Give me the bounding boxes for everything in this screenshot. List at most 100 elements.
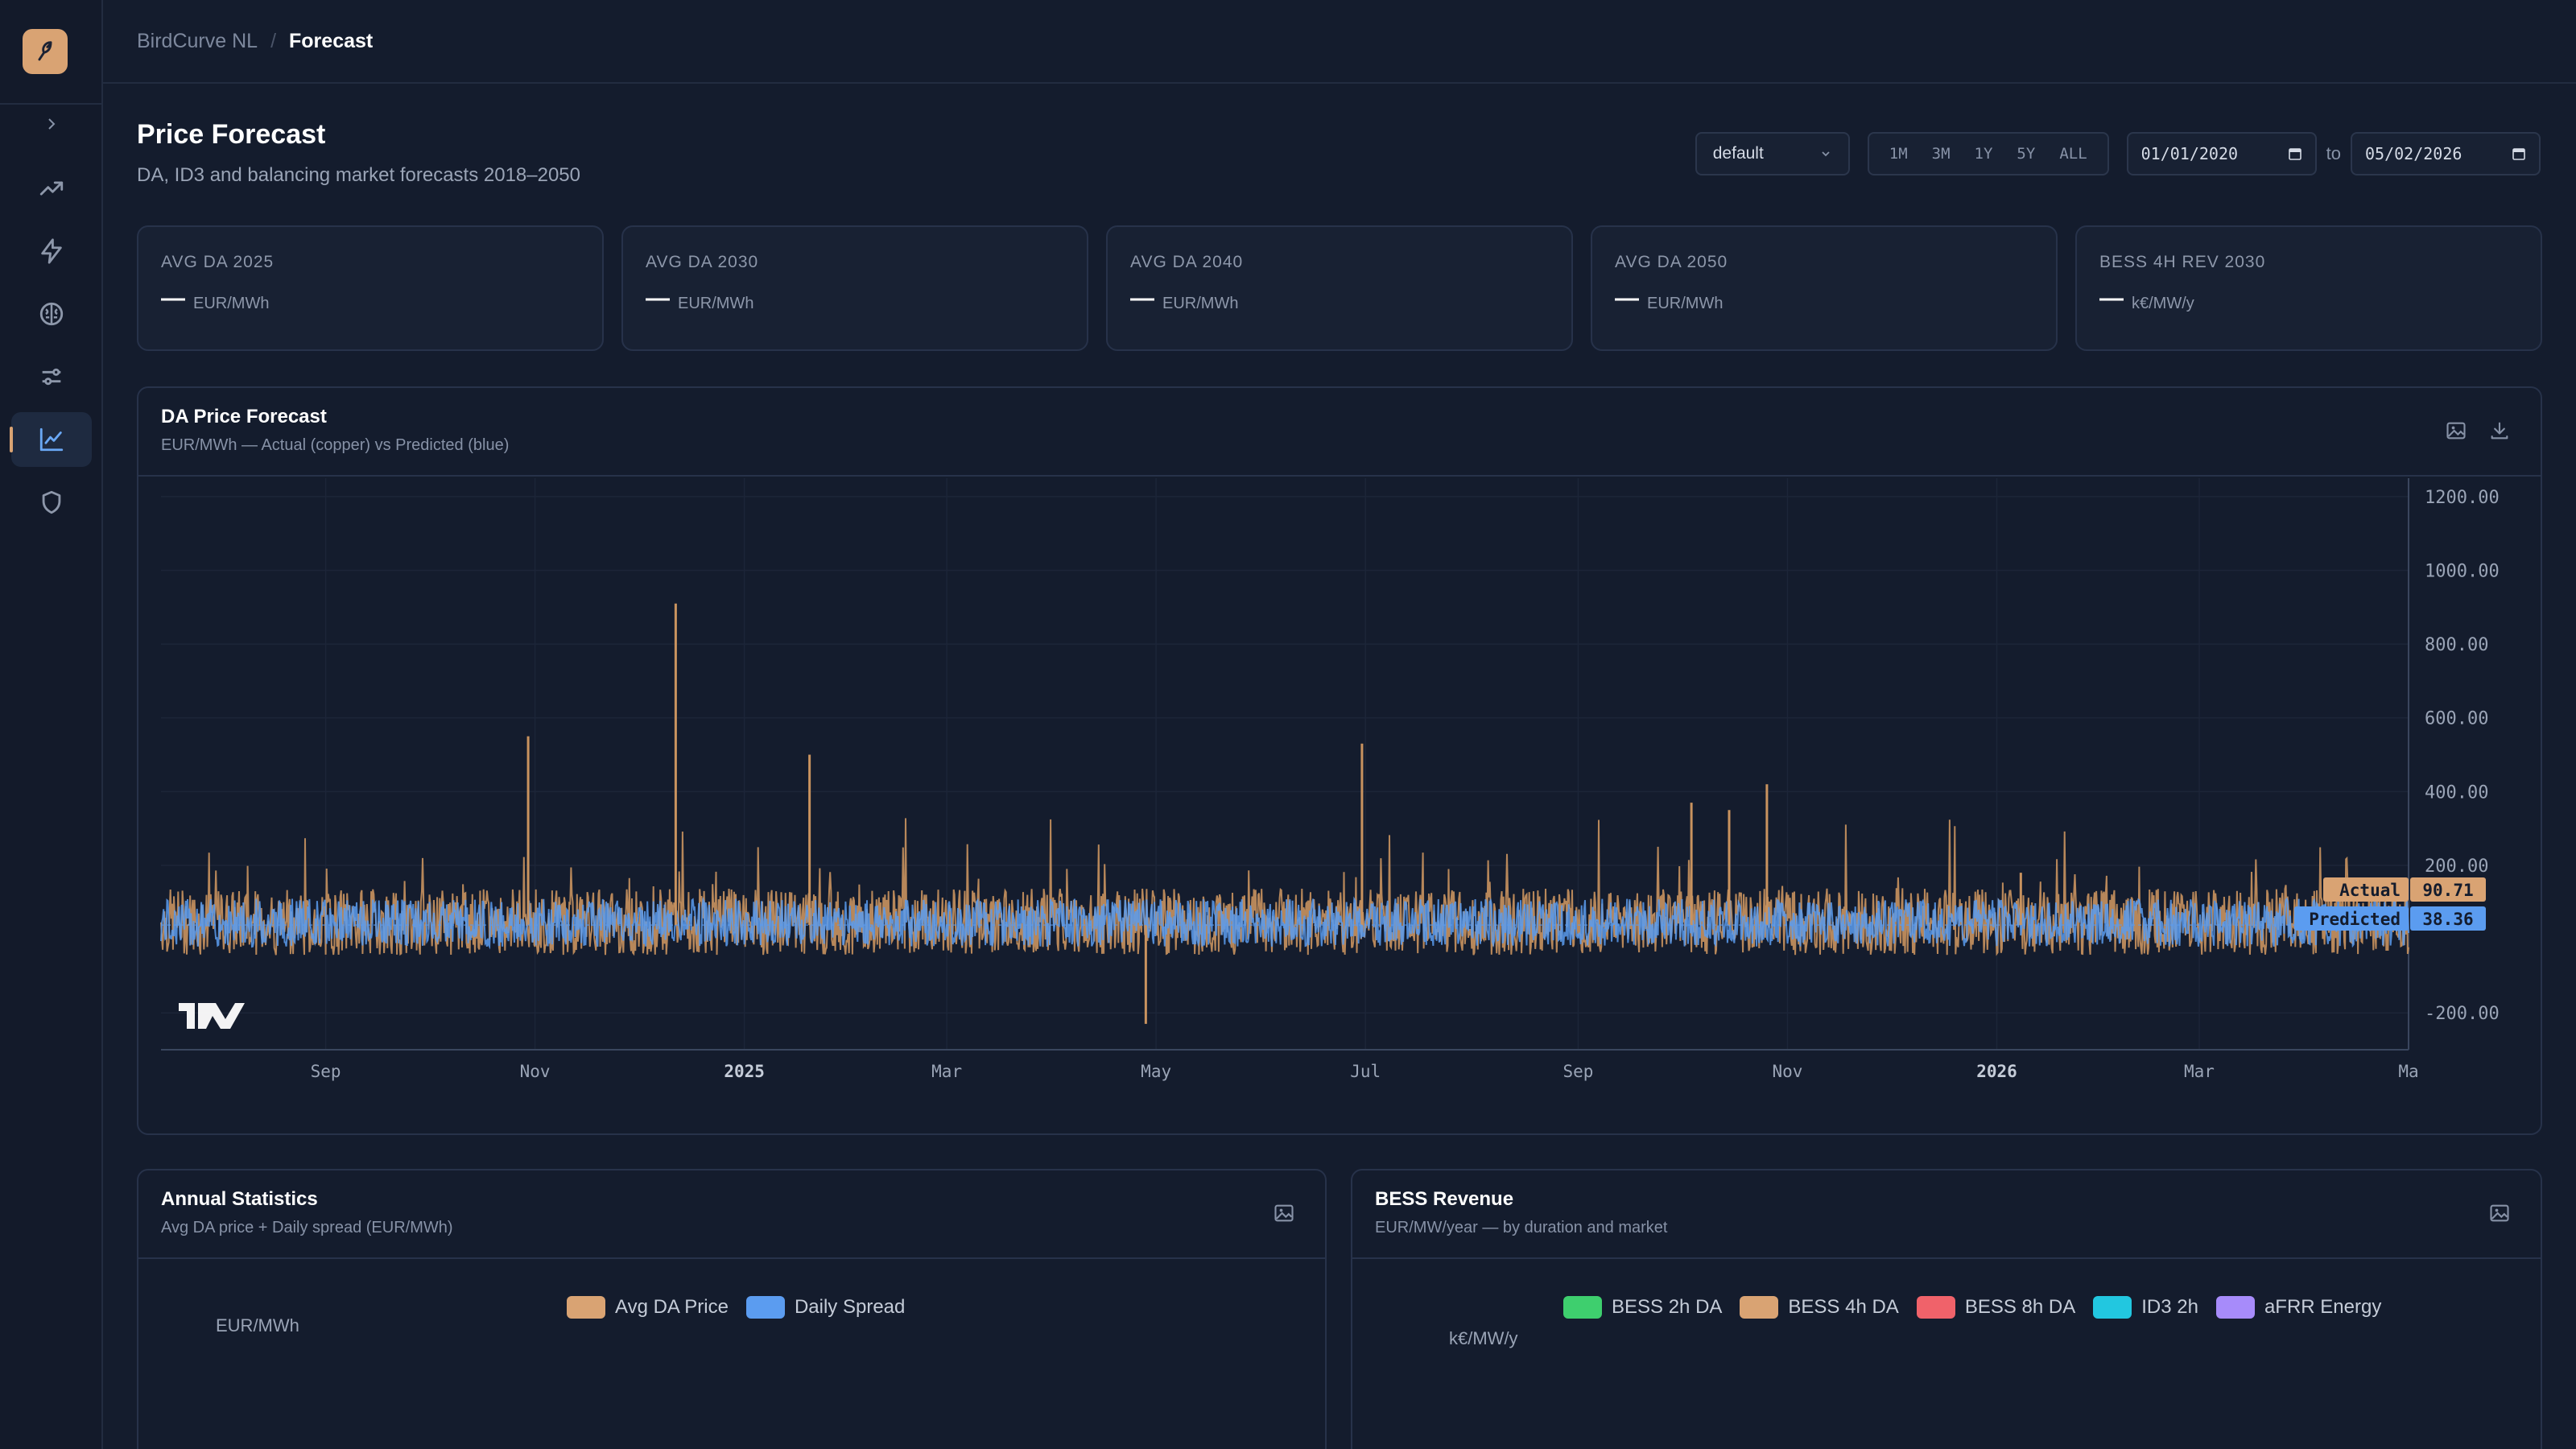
- download-button[interactable]: [2486, 417, 2513, 444]
- y-tick-label: 400.00: [2425, 782, 2488, 803]
- image-icon: [1274, 1204, 1294, 1222]
- download-icon: [2491, 422, 2508, 440]
- nav-forecast[interactable]: [10, 412, 92, 467]
- nav-models[interactable]: [11, 287, 92, 341]
- nav-trends[interactable]: [11, 161, 92, 216]
- price-tag-bg: [2410, 906, 2486, 931]
- x-tick-label: Jul: [1350, 1062, 1381, 1081]
- breadcrumb-separator: /: [270, 29, 277, 52]
- range-all-button[interactable]: ALL: [2059, 145, 2087, 163]
- legend-swatch: [1740, 1296, 1779, 1319]
- legend-item-id3-2h[interactable]: ID3 2h: [2093, 1296, 2198, 1319]
- kpi-card-bess-4h-rev-2030: BESS 4H REV 2030 — k€/MW/y: [2075, 225, 2542, 351]
- kpi-label: AVG DA 2040: [1130, 253, 1244, 271]
- x-tick-label: Sep: [311, 1062, 341, 1081]
- range-5y-button[interactable]: 5Y: [2017, 145, 2036, 163]
- range-1m-button[interactable]: 1M: [1889, 145, 1908, 163]
- calendar-icon[interactable]: [2512, 147, 2526, 161]
- sidebar: [0, 0, 103, 1449]
- y-axis-ticks: 1200.00 1000.00 800.00 600.00 400.00 200.00 -2…: [2425, 488, 2500, 1024]
- panel-header: Annual Statistics Avg DA price + Daily s…: [138, 1170, 1325, 1259]
- y-axis-unit: EUR/MWh: [216, 1315, 299, 1335]
- panel-header: DA Price Forecast EUR/MWh — Actual (copp…: [138, 388, 2541, 477]
- range-3m-button[interactable]: 3M: [1931, 145, 1951, 163]
- export-image-button[interactable]: [2486, 1199, 2513, 1227]
- panel-subtitle: Avg DA price + Daily spread (EUR/MWh): [161, 1219, 453, 1236]
- price-tag-value: 38.36: [2422, 910, 2473, 929]
- export-image-button[interactable]: [2442, 417, 2470, 444]
- nav-security[interactable]: [11, 475, 92, 530]
- page-subtitle: DA, ID3 and balancing market forecasts 2…: [137, 164, 581, 186]
- panel-title: DA Price Forecast: [161, 406, 327, 427]
- Actual-price-tag: Actual 90.71: [2323, 877, 2486, 902]
- y-tick-label: 200.00: [2425, 857, 2488, 877]
- scenario-select[interactable]: default: [1695, 132, 1850, 175]
- bess-revenue-panel: BESS Revenue EUR/MW/year — by duration a…: [1351, 1169, 2542, 1449]
- legend-item-avg-da-price[interactable]: Avg DA Price: [567, 1296, 729, 1319]
- legend-label: Avg DA Price: [615, 1296, 729, 1318]
- nav-settings[interactable]: [11, 349, 92, 404]
- breadcrumb-root[interactable]: BirdCurve NL: [137, 29, 258, 52]
- export-image-button[interactable]: [1270, 1199, 1298, 1227]
- range-1y-button[interactable]: 1Y: [1974, 145, 1993, 163]
- kpi-card-avg-da-2025: AVG DA 2025 — EUR/MWh: [137, 225, 604, 351]
- sliders-icon: [42, 368, 61, 386]
- date-to-input[interactable]: 05/02/2026: [2351, 132, 2541, 175]
- y-tick-label: 1000.00: [2425, 562, 2500, 582]
- legend-item-daily-spread[interactable]: Daily Spread: [745, 1296, 905, 1319]
- kpi-value: —: [2099, 285, 2124, 312]
- x-tick-label: Nov: [1773, 1062, 1803, 1081]
- panel-title: BESS Revenue: [1375, 1188, 1514, 1210]
- legend-item-afrr-energy[interactable]: aFRR Energy: [2215, 1296, 2381, 1319]
- date-from-input[interactable]: 01/01/2020: [2126, 132, 2317, 175]
- y-axis-unit: k€/MW/y: [1449, 1328, 1518, 1348]
- kpi-value: —: [1615, 285, 1639, 312]
- line-chart-icon: [39, 427, 64, 452]
- panel-subtitle: EUR/MW/year — by duration and market: [1375, 1219, 1668, 1236]
- trending-up-icon: [39, 181, 64, 196]
- breadcrumb-current: Forecast: [289, 29, 374, 52]
- chevron-right-icon: [48, 118, 56, 130]
- nav-power[interactable]: [11, 224, 92, 279]
- sidebar-divider: [0, 103, 103, 105]
- calendar-icon[interactable]: [2288, 147, 2302, 161]
- x-tick-label: Mar: [2184, 1062, 2215, 1081]
- chart-series: [160, 603, 2409, 1024]
- legend-swatch: [2215, 1296, 2255, 1319]
- chart-legend: Avg DA Price Daily Spread: [567, 1296, 913, 1319]
- x-tick-label: Mar: [931, 1062, 962, 1081]
- kpi-unit: EUR/MWh: [1162, 295, 1239, 312]
- expand-sidebar-button[interactable]: [39, 111, 64, 137]
- topbar: BirdCurve NL / Forecast: [103, 0, 2576, 84]
- y-tick-label: 600.00: [2425, 709, 2488, 729]
- series-tag-name: Predicted: [2309, 910, 2401, 929]
- image-icon: [2446, 422, 2466, 440]
- legend-label: BESS 8h DA: [1964, 1296, 2076, 1318]
- panel-header: BESS Revenue EUR/MW/year — by duration a…: [1352, 1170, 2541, 1259]
- legend-swatch: [745, 1296, 785, 1319]
- range-selector: 1M 3M 1Y 5Y ALL: [1867, 132, 2109, 175]
- page-title: Price Forecast: [137, 119, 326, 150]
- chart-legend: BESS 2h DA BESS 4h DA BESS 8h DA ID3 2h …: [1563, 1296, 2389, 1319]
- price-tag-value: 90.71: [2422, 881, 2473, 900]
- legend-item-bess-8h-da[interactable]: BESS 8h DA: [1916, 1296, 2076, 1319]
- annual-statistics-panel: Annual Statistics Avg DA price + Daily s…: [137, 1169, 1327, 1449]
- legend-item-bess-4h-da[interactable]: BESS 4h DA: [1740, 1296, 1899, 1319]
- price-labels: Actual 90.71 Predicted 38.36: [2294, 877, 2486, 931]
- kpi-card-avg-da-2050: AVG DA 2050 — EUR/MWh: [1591, 225, 2058, 351]
- kpi-label: AVG DA 2030: [646, 253, 759, 271]
- legend-swatch: [2093, 1296, 2132, 1319]
- kpi-label: AVG DA 2025: [161, 253, 275, 271]
- legend-item-bess-2h-da[interactable]: BESS 2h DA: [1563, 1296, 1722, 1319]
- Predicted-price-tag: Predicted 38.36: [2294, 906, 2486, 931]
- kpi-unit: EUR/MWh: [193, 295, 270, 312]
- series-tag-bg: [2294, 906, 2409, 931]
- app-logo[interactable]: [23, 29, 68, 74]
- kpi-unit: EUR/MWh: [678, 295, 754, 312]
- x-tick-label: Ma: [2398, 1062, 2418, 1081]
- y-tick-label: 1200.00: [2425, 488, 2500, 508]
- lightning-icon: [41, 238, 62, 264]
- y-tick-label: -200.00: [2425, 1004, 2500, 1024]
- series-tag-name: Actual: [2339, 881, 2401, 900]
- da-price-chart[interactable]: 1200.00 1000.00 800.00 600.00 400.00 200.00 -2…: [138, 478, 2542, 1135]
